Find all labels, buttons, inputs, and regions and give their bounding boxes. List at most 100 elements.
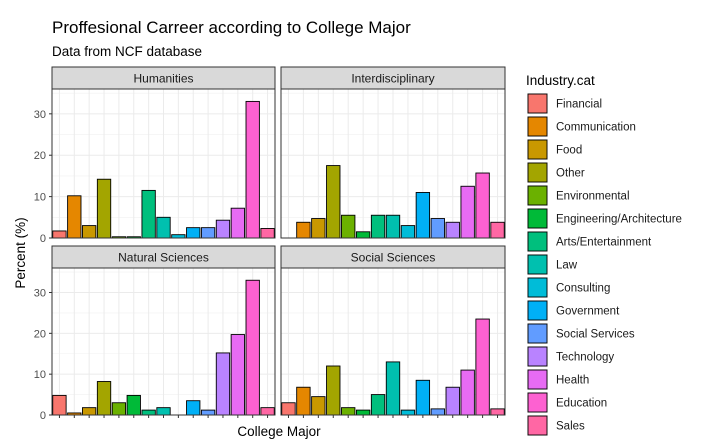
bar-sales [490,221,505,239]
legend-swatch [527,323,548,344]
panels: Humanities 0 10 20 30 Interdisciplinary Natura… [34,66,506,422]
panel-natural-sciences: Natural Sciences 0 10 20 30 [34,245,276,422]
y-tick-label: 10 [34,369,46,381]
legend-label: Education [556,398,607,410]
legend-item-consulting: Consulting [527,277,610,298]
chart-title: Proffesional Carreer according to Colleg… [52,18,411,37]
bar-sales [260,228,275,239]
bar-law [156,216,171,239]
legend-item-social-services: Social Services [527,323,635,344]
legend-swatch [527,415,548,436]
legend-item-financial: Financial [527,93,602,114]
panel-border [280,88,506,239]
bar-education [245,279,260,416]
bar-consulting [400,409,416,416]
bar-law [385,214,401,239]
bar-food [311,218,326,239]
y-tick-label: 0 [40,233,46,245]
legend-swatch [527,392,548,413]
bar-engineering-architecture [126,394,141,416]
bar-technology [445,221,460,239]
legend-label: Health [556,375,589,387]
bar-sales [490,408,505,416]
bar-technology [215,219,231,239]
legend-label: Communication [556,122,636,134]
legend-item-engineering-architecture: Engineering/Architecture [527,208,682,229]
legend-item-other: Other [527,162,585,183]
bar-environmental [111,402,127,416]
legend-item-government: Government [527,300,620,321]
legend-item-sales: Sales [527,415,585,436]
panel-social-sciences: Social Sciences [280,245,506,418]
legend-swatch [527,254,548,275]
bar-arts-entertainment [370,394,386,416]
bar-communication [296,221,311,239]
bar-technology [215,352,231,416]
bar-communication [296,386,311,416]
facet-label: Social Sciences [351,251,436,265]
legend-swatch [527,231,548,252]
bar-health [230,334,245,416]
y-tick-label: 20 [34,328,46,340]
bar-education [475,172,490,239]
legend-label: Government [556,306,620,318]
legend-swatch [527,139,548,160]
bar-sales [260,407,275,416]
legend-label: Other [556,168,585,180]
y-axis-title: Percent (%) [13,217,28,288]
bar-financial [52,394,67,416]
bar-government [415,379,431,416]
legend-item-health: Health [527,369,589,390]
y-tick-label: 0 [40,410,46,422]
bar-arts-entertainment [141,409,156,416]
bar-environmental [341,214,356,239]
legend-swatch [527,185,548,206]
bar-engineering-architecture [355,409,371,416]
legend-label: Technology [556,352,614,364]
y-tick-label: 10 [34,192,46,204]
x-axis-title: College Major [237,424,321,439]
legend-label: Food [556,145,582,157]
legend-swatch [527,277,548,298]
legend: Financial Communication Food Other Environme… [527,93,682,436]
panel-border [51,88,276,239]
legend-label: Consulting [556,283,610,295]
bar-other [326,165,341,239]
bar-education [245,100,260,239]
legend-swatch [527,93,548,114]
legend-label: Financial [556,99,602,111]
facet-label: Interdisciplinary [351,72,434,86]
bar-law [156,407,171,416]
bar-other [326,365,341,416]
legend-item-arts-entertainment: Arts/Entertainment [527,231,652,252]
legend-swatch [527,162,548,183]
y-tick-label: 20 [34,150,46,162]
legend-swatch [527,369,548,390]
bar-government [186,227,201,239]
bar-communication [67,195,82,239]
legend-label: Arts/Entertainment [556,237,652,249]
panel-humanities: Humanities 0 10 20 30 [34,66,276,245]
bar-social-services [200,227,216,239]
legend-item-technology: Technology [527,346,614,367]
chart-subtitle: Data from NCF database [52,44,202,59]
bar-education [475,318,490,416]
bar-health [460,369,475,416]
bar-engineering-architecture [355,231,371,239]
bar-social-services [430,408,445,416]
legend-swatch [527,300,548,321]
bar-financial [52,230,67,239]
bar-food [82,407,97,416]
legend-title: Industry.cat [526,73,595,88]
panel-interdisciplinary: Interdisciplinary [280,66,506,239]
legend-label: Sales [556,421,585,433]
legend-label: Engineering/Architecture [556,214,682,226]
legend-swatch [527,208,548,229]
bar-technology [445,386,460,416]
bar-consulting [400,225,416,239]
legend-label: Social Services [556,329,635,341]
bar-financial [281,402,296,416]
legend-item-food: Food [527,139,582,160]
legend-label: Law [556,260,578,272]
